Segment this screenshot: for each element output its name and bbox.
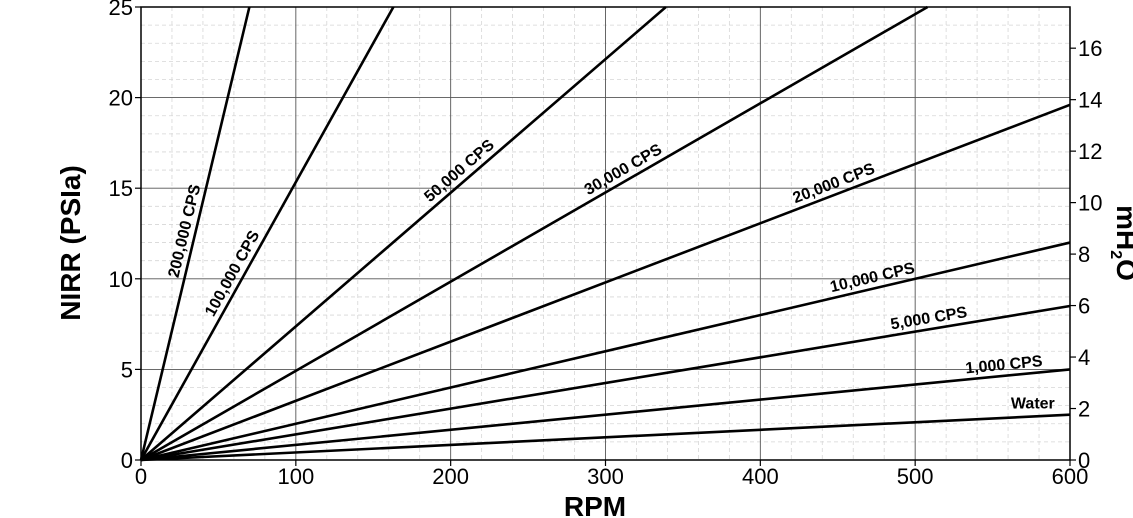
series-label: 50,000 CPS xyxy=(421,136,498,205)
y2-tick-label: 0 xyxy=(1078,448,1090,473)
x-tick-label: 0 xyxy=(135,464,147,489)
y-tick-label: 5 xyxy=(121,357,133,382)
series-line xyxy=(139,6,251,461)
y-tick-label: 25 xyxy=(109,0,133,20)
y2-axis-title-sub: 2 xyxy=(1107,250,1124,259)
x-tick-label: 300 xyxy=(587,464,624,489)
series-label: 100,000 CPS xyxy=(202,228,263,320)
y2-tick-label: 10 xyxy=(1078,191,1102,216)
series-line xyxy=(140,413,1071,462)
y2-tick-label: 4 xyxy=(1078,345,1090,370)
y2-tick-label: 8 xyxy=(1078,242,1090,267)
x-tick-label: 500 xyxy=(897,464,934,489)
x-tick-label: 100 xyxy=(277,464,314,489)
series-line xyxy=(140,241,1071,462)
y-tick-label: 20 xyxy=(109,86,133,111)
y2-axis-title: mH2O xyxy=(1107,205,1133,281)
y2-tick-label: 14 xyxy=(1078,88,1102,113)
series-label: Water xyxy=(1011,396,1055,413)
series-lines xyxy=(139,5,1071,462)
x-axis-title: RPM xyxy=(564,491,626,518)
series-line xyxy=(140,5,929,462)
series-line xyxy=(139,6,395,461)
x-axis: 0 100 200 300 400 500 600 xyxy=(135,460,1088,489)
y-tick-label: 10 xyxy=(109,267,133,292)
series-label: 200,000 CPS xyxy=(166,182,205,279)
series-line xyxy=(140,103,1071,462)
y2-tick-label: 6 xyxy=(1078,294,1090,319)
y-axis-right: 0 2 4 6 8 10 12 14 16 xyxy=(1070,36,1102,473)
x-tick-label: 600 xyxy=(1052,464,1089,489)
y-axis-left: 0 5 10 15 20 25 xyxy=(109,0,141,473)
y2-axis-title-end: O xyxy=(1111,259,1133,281)
y-tick-label: 15 xyxy=(109,176,133,201)
y2-tick-label: 16 xyxy=(1078,36,1102,61)
x-tick-label: 200 xyxy=(432,464,469,489)
y2-tick-label: 12 xyxy=(1078,139,1102,164)
x-tick-label: 400 xyxy=(742,464,779,489)
series-line xyxy=(140,304,1071,462)
series-label: 10,000 CPS xyxy=(829,260,917,296)
y2-axis-title-main: mH xyxy=(1111,205,1133,250)
y-tick-label: 0 xyxy=(121,448,133,473)
series-line xyxy=(140,6,667,461)
y-axis-title: NIRR (PSIa) xyxy=(55,165,86,321)
series-line xyxy=(140,368,1071,462)
major-grid xyxy=(141,7,1070,460)
y2-tick-label: 2 xyxy=(1078,397,1090,422)
